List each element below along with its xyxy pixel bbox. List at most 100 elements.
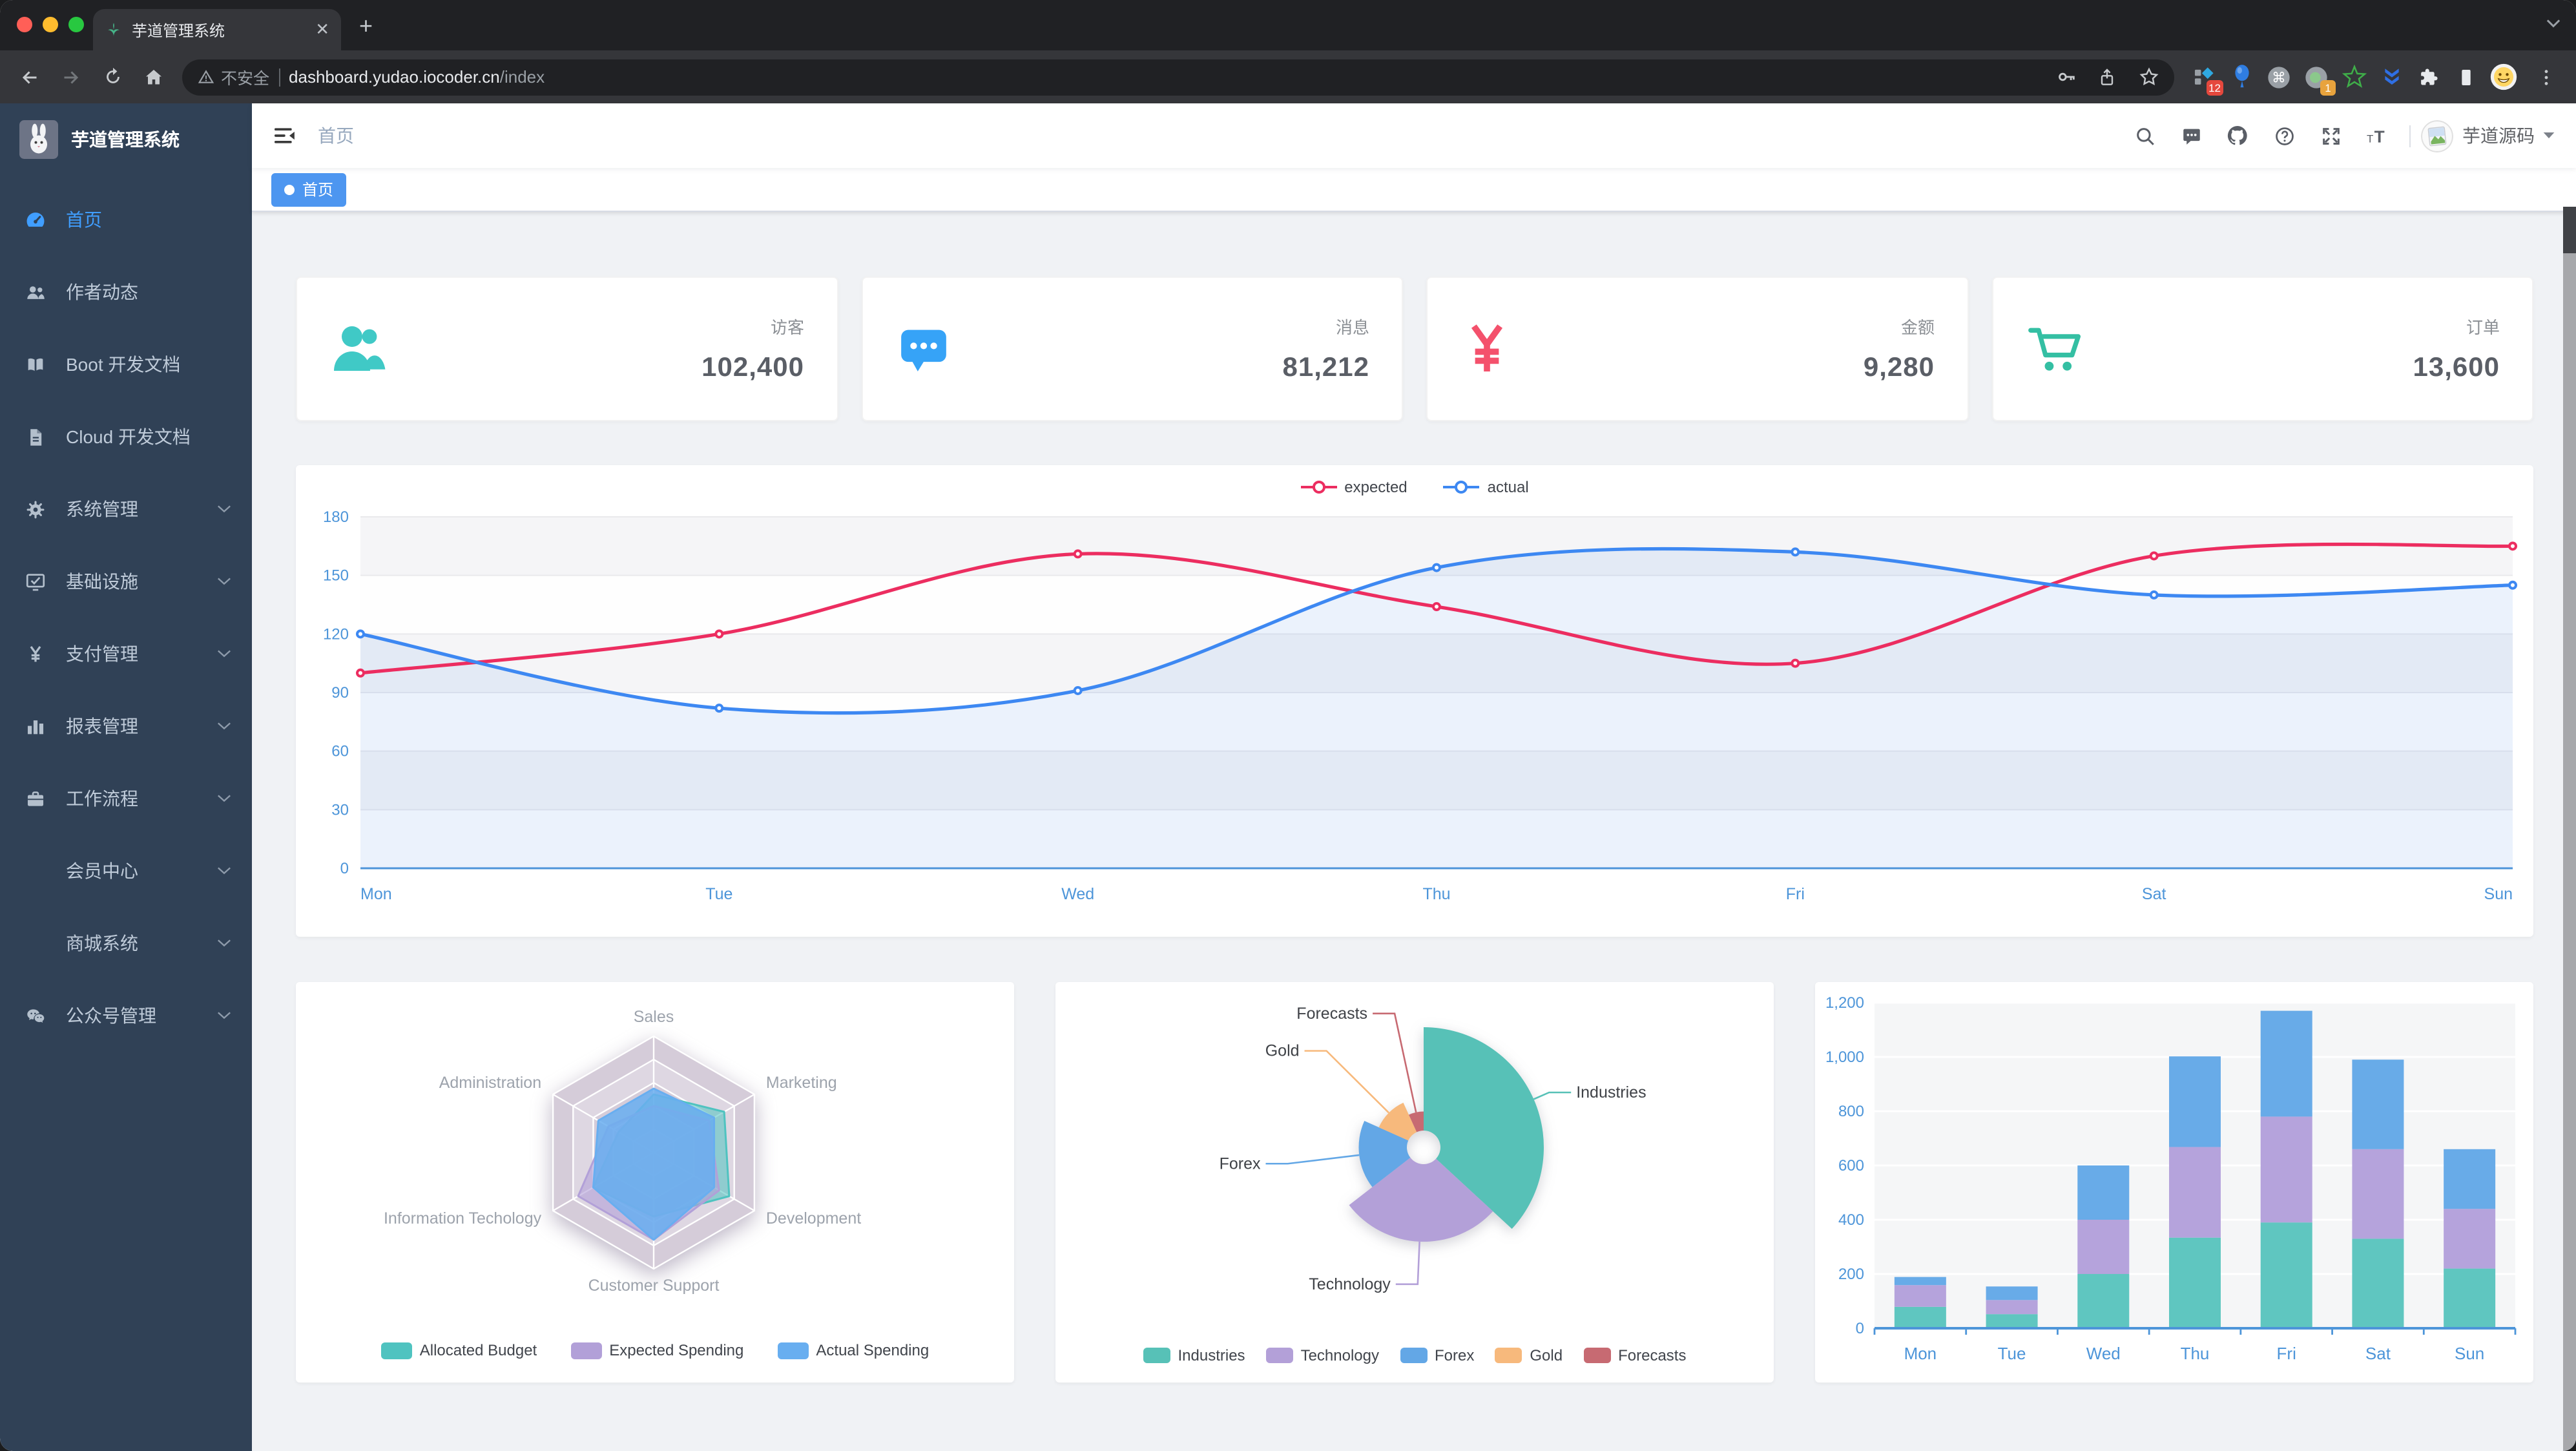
monitor-icon (25, 570, 47, 592)
app-root: 芋道管理系统 首页 作者动态 Boot 开发文档 Cloud 开发文档 系统管理 基础设施… (0, 103, 2576, 1451)
svg-text:Administration: Administration (439, 1074, 541, 1092)
sidebar-item-pay[interactable]: 支付管理 (0, 618, 252, 690)
smiley-avatar-icon[interactable] (2489, 63, 2518, 91)
svg-text:⌘: ⌘ (2272, 70, 2286, 86)
svg-text:Wed: Wed (1061, 885, 1094, 903)
breadcrumb[interactable]: 首页 (318, 125, 354, 146)
page-scrollbar[interactable] (2563, 207, 2576, 1451)
bar-Mon-pageA (1894, 1306, 1946, 1328)
minimize-light[interactable] (43, 17, 58, 32)
panel-card-2[interactable]: 金额 9,280 (1426, 277, 1968, 421)
bar-Mon-pageB (1894, 1285, 1946, 1307)
peoples-icon (25, 281, 47, 303)
sidebar-item-boot-docs[interactable]: Boot 开发文档 (0, 328, 252, 401)
legend-item-Allocated Budget[interactable]: Allocated Budget (380, 1341, 537, 1359)
tag-首页[interactable]: 首页 (271, 172, 347, 206)
bookmark-star-icon[interactable] (2130, 59, 2166, 95)
search-icon[interactable] (2125, 116, 2164, 155)
tab-close-icon[interactable]: ✕ (315, 19, 329, 39)
question-icon[interactable] (2265, 116, 2303, 155)
legend-item-Forecasts[interactable]: Forecasts (1583, 1346, 1686, 1364)
browser-menu-icon[interactable] (2528, 59, 2564, 95)
share-icon[interactable] (2089, 59, 2125, 95)
forward-button[interactable] (53, 59, 89, 95)
tab-search-chevron-icon[interactable] (2546, 18, 2560, 28)
panel-card-1[interactable]: 消息 81,212 (861, 277, 1403, 421)
security-warning[interactable]: 不安全 (198, 65, 269, 89)
extension-badge: 12 (2206, 79, 2223, 95)
bar-Tue-pageB (1986, 1300, 2038, 1315)
legend-item-actual[interactable]: actual (1443, 478, 1529, 496)
browser-tab[interactable]: 芋道管理系统 ✕ (93, 9, 341, 50)
panel-card-3[interactable]: 订单 13,600 (1991, 277, 2533, 421)
svg-text:Sales: Sales (634, 1008, 674, 1026)
pie-slice-Forecasts (1409, 1111, 1424, 1133)
legend-item-Gold[interactable]: Gold (1495, 1346, 1563, 1364)
sidebar-item-infra[interactable]: 基础设施 (0, 545, 252, 618)
user-avatar[interactable] (2421, 120, 2453, 152)
sidebar-item-mp[interactable]: 公众号管理 (0, 979, 252, 1052)
svg-text:Marketing: Marketing (766, 1074, 837, 1092)
legend-label: Allocated Budget (419, 1341, 537, 1359)
sidebar-item-label: Boot 开发文档 (66, 354, 181, 375)
new-tab-button[interactable]: + (359, 13, 373, 39)
url-divider (278, 68, 280, 86)
sidebar-collapse-icon[interactable] (252, 123, 317, 149)
sidebar-item-member[interactable]: 会员中心 (0, 835, 252, 907)
back-button[interactable] (12, 59, 48, 95)
reload-button[interactable] (94, 59, 130, 95)
sidebar-item-workflow[interactable]: 工作流程 (0, 762, 252, 835)
chat-icon[interactable] (2172, 116, 2210, 155)
traffic-lights[interactable] (17, 17, 84, 32)
phone-icon[interactable] (2452, 63, 2480, 91)
browser-titlebar: 芋道管理系统 ✕ + (0, 0, 2576, 50)
github-icon[interactable] (2218, 116, 2257, 155)
tab-title: 芋道管理系统 (132, 21, 225, 39)
svg-text:180: 180 (323, 508, 349, 526)
password-key-icon[interactable] (2048, 59, 2084, 95)
close-light[interactable] (17, 17, 32, 32)
legend-item-Technology[interactable]: Technology (1265, 1346, 1379, 1364)
panel-card-0[interactable]: 访客 102,400 (296, 277, 838, 421)
svg-text:Thu: Thu (1422, 885, 1450, 903)
sidebar-logo[interactable]: 芋道管理系统 (0, 103, 252, 176)
sidebar-item-system[interactable]: 系统管理 (0, 473, 252, 545)
chevron-down-icon (217, 504, 231, 514)
user-caret-down-icon[interactable] (2542, 130, 2555, 141)
command-icon[interactable]: ⌘ (2265, 63, 2293, 91)
sidebar-item-report[interactable]: 报表管理 (0, 690, 252, 762)
radar-series-2 (592, 1087, 716, 1241)
sidebar-item-authors[interactable]: 作者动态 (0, 256, 252, 328)
dashboard-icon (25, 209, 47, 231)
legend-item-Actual Spending[interactable]: Actual Spending (777, 1341, 929, 1359)
svg-text:600: 600 (1838, 1157, 1864, 1174)
legend-item-Forex[interactable]: Forex (1400, 1346, 1474, 1364)
tag-manager-icon[interactable]: 12 (2190, 63, 2223, 95)
legend-item-Expected Spending[interactable]: Expected Spending (570, 1341, 743, 1359)
panel-card-value: 81,212 (1282, 353, 1369, 382)
blue-chevrons-icon[interactable] (2377, 63, 2405, 91)
balloon-icon[interactable] (2227, 63, 2256, 91)
legend-item-expected[interactable]: expected (1300, 478, 1407, 496)
recorder-icon[interactable]: 1 (2302, 63, 2336, 95)
address-bar[interactable]: 不安全 dashboard.yudao.iocoder.cn/index (182, 59, 2174, 95)
svg-text:120: 120 (323, 625, 349, 643)
scrollbar-thumb[interactable] (2563, 207, 2576, 253)
sidebar-item-mall[interactable]: 商城系统 (0, 907, 252, 979)
home-button[interactable] (136, 59, 172, 95)
green-star-icon[interactable] (2340, 63, 2368, 91)
username[interactable]: 芋道源码 (2462, 125, 2535, 146)
tag-label: 首页 (302, 181, 334, 199)
cart-card-icon (2025, 320, 2084, 377)
sidebar-item-cloud-docs[interactable]: Cloud 开发文档 (0, 401, 252, 473)
bar-Sun-pageB (2444, 1209, 2496, 1269)
svg-text:400: 400 (1838, 1211, 1864, 1229)
legend-item-Industries[interactable]: Industries (1143, 1346, 1245, 1364)
sidebar-item-home[interactable]: 首页 (0, 183, 252, 256)
puzzle-icon[interactable] (2415, 63, 2443, 91)
fullscreen-icon[interactable] (2311, 116, 2350, 155)
svg-text:1,000: 1,000 (1825, 1049, 1864, 1066)
zoom-light[interactable] (68, 17, 84, 32)
